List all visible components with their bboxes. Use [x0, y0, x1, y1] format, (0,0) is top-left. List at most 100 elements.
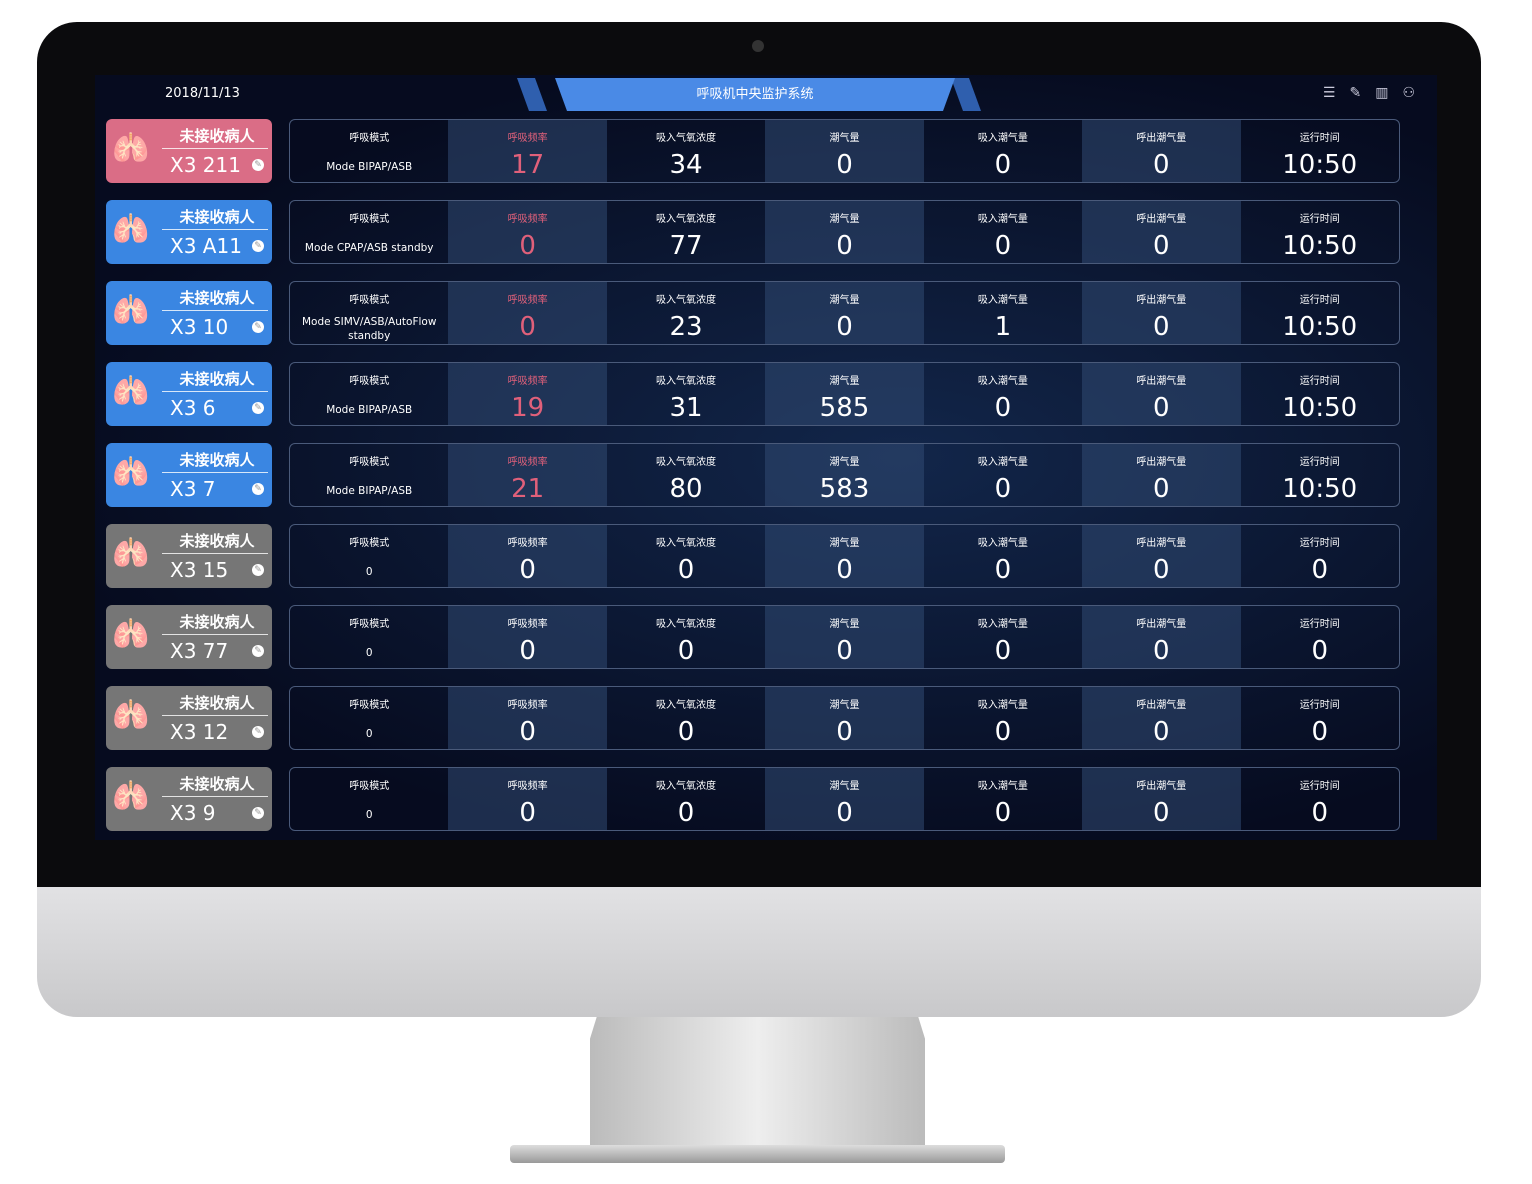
- metric-cell: 呼出潮气量 0: [1082, 768, 1241, 830]
- metric-cell: 吸入潮气量 0: [924, 606, 1082, 668]
- metric-label: 吸入潮气量: [977, 700, 1028, 711]
- metric-value: 0: [994, 474, 1012, 504]
- metric-value: 10:50: [1282, 150, 1358, 180]
- patient-row: 🫁 未接收病人 X3 211 ✎ 呼吸模式 Mode BIPAP/ASB 呼吸频…: [106, 119, 1400, 183]
- divider: [162, 472, 268, 473]
- metric-cell: 潮气量 0: [765, 120, 924, 182]
- metric-cell: 潮气量 583: [765, 444, 924, 506]
- metric-value: 0: [365, 566, 373, 578]
- metrics-card[interactable]: 呼吸模式 0 呼吸频率 0 吸入气氧浓度 0 潮气量 0 吸入潮气量 0 呼出潮…: [289, 686, 1400, 750]
- edit-icon[interactable]: ✎: [252, 402, 264, 414]
- metric-cell: 呼出潮气量 0: [1082, 606, 1241, 668]
- edit-icon[interactable]: ✎: [252, 159, 264, 171]
- metric-label: 吸入气氧浓度: [656, 538, 717, 549]
- edit-icon[interactable]: ✎: [252, 564, 264, 576]
- metric-value: 0: [677, 798, 695, 828]
- bed-badge[interactable]: 🫁 未接收病人 X3 10 ✎: [106, 281, 272, 345]
- bed-badge[interactable]: 🫁 未接收病人 X3 77 ✎: [106, 605, 272, 669]
- metric-value: 0: [365, 647, 373, 659]
- metric-label: 运行时间: [1299, 619, 1340, 630]
- metric-value: 585: [819, 393, 870, 423]
- metric-value: 0: [1311, 555, 1329, 585]
- metrics-card[interactable]: 呼吸模式 Mode SIMV/ASB/AutoFlow standby 呼吸频率…: [289, 281, 1400, 345]
- bed-badge[interactable]: 🫁 未接收病人 X3 7 ✎: [106, 443, 272, 507]
- metric-cell: 吸入气氧浓度 31: [607, 363, 765, 425]
- metric-label: 运行时间: [1299, 376, 1340, 387]
- metric-value: 0: [994, 717, 1012, 747]
- list-icon[interactable]: ☰: [1322, 85, 1336, 101]
- metric-value: 10:50: [1282, 474, 1358, 504]
- bed-number: X3 9: [170, 801, 216, 825]
- metric-value: 0: [1153, 312, 1170, 342]
- bed-badge[interactable]: 🫁 未接收病人 X3 9 ✎: [106, 767, 272, 831]
- bed-badge[interactable]: 🫁 未接收病人 X3 12 ✎: [106, 686, 272, 750]
- edit-icon[interactable]: ✎: [252, 807, 264, 819]
- metric-cell: 吸入气氧浓度 0: [607, 606, 765, 668]
- divider: [162, 229, 268, 230]
- metric-value: 0: [836, 150, 853, 180]
- edit-icon[interactable]: ✎: [252, 726, 264, 738]
- metrics-card[interactable]: 呼吸模式 0 呼吸频率 0 吸入气氧浓度 0 潮气量 0 吸入潮气量 0 呼出潮…: [289, 605, 1400, 669]
- metric-value: 0: [365, 728, 373, 740]
- bed-number: X3 211: [170, 153, 241, 177]
- metric-value: 0: [994, 393, 1012, 423]
- metric-label: 呼吸频率: [507, 619, 548, 630]
- metric-value: 0: [519, 555, 536, 585]
- bed-badge[interactable]: 🫁 未接收病人 X3 15 ✎: [106, 524, 272, 588]
- metric-cell: 呼吸频率 0: [448, 201, 607, 263]
- metric-cell: 吸入气氧浓度 34: [607, 120, 765, 182]
- divider: [162, 715, 268, 716]
- metric-cell: 呼吸模式 Mode BIPAP/ASB: [290, 444, 448, 506]
- metric-cell: 呼吸模式 Mode BIPAP/ASB: [290, 363, 448, 425]
- metric-label: 吸入气氧浓度: [656, 619, 717, 630]
- layout-icon[interactable]: ▥: [1375, 85, 1389, 101]
- metrics-card[interactable]: 呼吸模式 Mode BIPAP/ASB 呼吸频率 19 吸入气氧浓度 31 潮气…: [289, 362, 1400, 426]
- metric-label: 呼吸模式: [349, 376, 390, 387]
- metric-value: 0: [1153, 150, 1170, 180]
- metric-cell: 吸入潮气量 0: [924, 768, 1082, 830]
- user-icon[interactable]: ⚇: [1402, 85, 1415, 101]
- edit-icon[interactable]: ✎: [252, 240, 264, 252]
- metrics-card[interactable]: 呼吸模式 Mode BIPAP/ASB 呼吸频率 21 吸入气氧浓度 80 潮气…: [289, 443, 1400, 507]
- edit-icon[interactable]: ✎: [252, 483, 264, 495]
- metric-label: 吸入气氧浓度: [656, 376, 717, 387]
- metric-label: 呼出潮气量: [1136, 781, 1187, 792]
- metrics-card[interactable]: 呼吸模式 Mode BIPAP/ASB 呼吸频率 17 吸入气氧浓度 34 潮气…: [289, 119, 1400, 183]
- metrics-card[interactable]: 呼吸模式 0 呼吸频率 0 吸入气氧浓度 0 潮气量 0 吸入潮气量 0 呼出潮…: [289, 767, 1400, 831]
- metric-cell: 吸入潮气量 0: [924, 687, 1082, 749]
- metric-value: 0: [836, 312, 853, 342]
- metric-label: 呼出潮气量: [1136, 214, 1187, 225]
- edit-icon[interactable]: ✎: [252, 645, 264, 657]
- metric-label: 呼吸模式: [349, 295, 390, 306]
- metric-value: 0: [677, 636, 695, 666]
- bed-number: X3 12: [170, 720, 229, 744]
- bed-badge[interactable]: 🫁 未接收病人 X3 A11 ✎: [106, 200, 272, 264]
- metric-cell: 潮气量 0: [765, 768, 924, 830]
- metric-value: 0: [836, 555, 853, 585]
- metric-label: 潮气量: [829, 295, 860, 306]
- metric-cell: 呼吸频率 0: [448, 525, 607, 587]
- metric-label: 吸入气氧浓度: [656, 781, 717, 792]
- edit-icon[interactable]: ✎: [252, 321, 264, 333]
- metrics-card[interactable]: 呼吸模式 Mode CPAP/ASB standby 呼吸频率 0 吸入气氧浓度…: [289, 200, 1400, 264]
- bed-badge[interactable]: 🫁 未接收病人 X3 6 ✎: [106, 362, 272, 426]
- metric-label: 呼出潮气量: [1136, 619, 1187, 630]
- metric-value: 17: [511, 150, 545, 180]
- metric-label: 呼吸频率: [507, 700, 548, 711]
- metric-cell: 运行时间 10:50: [1241, 444, 1399, 506]
- metric-label: 吸入潮气量: [977, 295, 1028, 306]
- patient-status: 未接收病人: [179, 694, 255, 712]
- metric-label: 呼吸频率: [507, 376, 548, 387]
- metrics-card[interactable]: 呼吸模式 0 呼吸频率 0 吸入气氧浓度 0 潮气量 0 吸入潮气量 0 呼出潮…: [289, 524, 1400, 588]
- bed-badge[interactable]: 🫁 未接收病人 X3 211 ✎: [106, 119, 272, 183]
- edit-icon[interactable]: ✎: [1349, 85, 1362, 101]
- metric-label: 呼吸频率: [507, 214, 548, 225]
- metric-label: 运行时间: [1299, 781, 1340, 792]
- metric-cell: 潮气量 0: [765, 201, 924, 263]
- patient-status: 未接收病人: [179, 775, 255, 793]
- metric-cell: 呼吸模式 Mode SIMV/ASB/AutoFlow standby: [290, 282, 448, 344]
- metric-label: 吸入气氧浓度: [656, 214, 717, 225]
- metric-cell: 吸入气氧浓度 23: [607, 282, 765, 344]
- patient-status: 未接收病人: [179, 613, 255, 631]
- metric-value: 19: [511, 393, 545, 423]
